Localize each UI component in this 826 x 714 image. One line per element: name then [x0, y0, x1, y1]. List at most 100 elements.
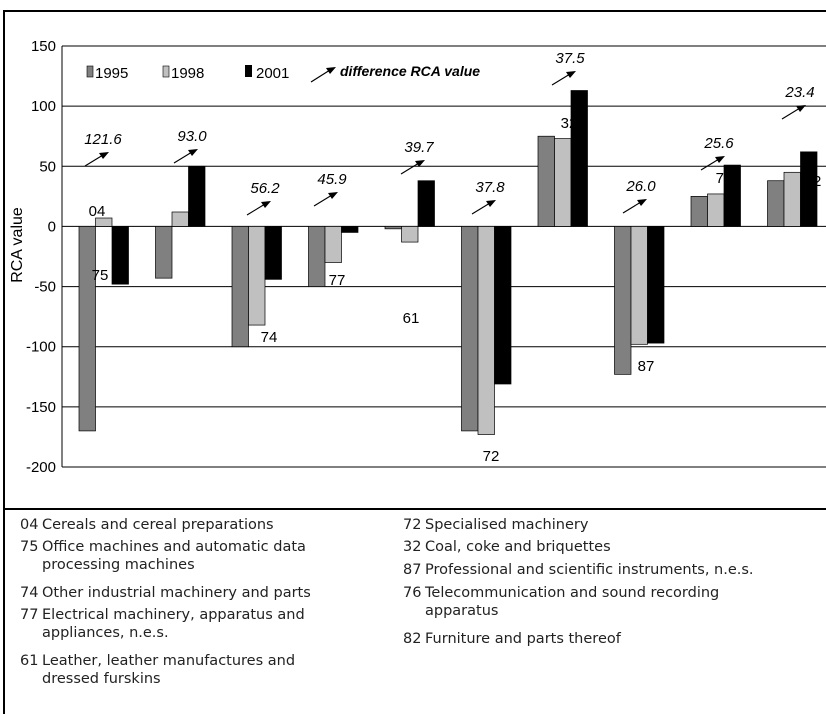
note-75: 75 Office machines and automatic data proc… — [20, 538, 306, 574]
note-code: 75 — [20, 539, 39, 555]
note-77: 77 Electrical machinery, apparatus and app… — [20, 606, 305, 642]
bar-2001-77 — [341, 226, 359, 233]
legend-label-2001: 2001 — [256, 65, 289, 82]
y-tick-label: 50 — [39, 158, 56, 175]
difference-arrow-icon — [400, 160, 425, 175]
note-72: 72 Specialised machinery — [403, 516, 588, 534]
bar-2001-32 — [570, 90, 588, 227]
category-labels: 04 75 74 77 61 72 32 87 76 82 — [89, 115, 822, 465]
bar-2001-04 — [111, 226, 129, 285]
difference-label-75: 93.0 — [177, 128, 207, 145]
category-label-75: 75 — [92, 267, 109, 284]
note-description: Coal, coke and briquettes — [425, 538, 611, 556]
legend-label-1995: 1995 — [95, 65, 128, 82]
note-line: Other industrial machinery and parts — [42, 585, 311, 601]
note-line: Electrical machinery, apparatus and — [42, 607, 305, 623]
category-label-61: 61 — [403, 310, 420, 327]
y-axis-label: RCA value — [9, 207, 26, 283]
difference-labels: 121.6 93.0 56.2 45.9 39.7 37.8 37.5 26.0 25.6 23.… — [84, 50, 815, 216]
legend: 1995 1998 2001 difference RCA value — [86, 63, 480, 83]
bar-1995-87 — [614, 226, 632, 375]
difference-label-74: 56.2 — [250, 180, 280, 197]
difference-label-82: 23.4 — [784, 84, 814, 101]
difference-arrow-icon — [84, 152, 109, 167]
note-description: Telecommunication and sound recording app… — [425, 584, 719, 620]
bar-1995-61 — [384, 226, 402, 230]
bar-1998-82 — [783, 171, 801, 227]
bar-1995-74 — [231, 226, 249, 348]
note-code: 82 — [403, 631, 422, 647]
bar-1995-32 — [537, 135, 555, 227]
note-line: Furniture and parts thereof — [425, 631, 621, 647]
bar-2001-76 — [723, 164, 741, 227]
chart-frame — [3, 10, 826, 510]
note-code: 04 — [20, 517, 39, 533]
difference-label-87: 26.0 — [625, 178, 656, 195]
note-line: dressed furskins — [42, 671, 161, 687]
note-line: Leather, leather manufactures and — [42, 653, 296, 669]
note-code: 61 — [20, 653, 39, 669]
y-tick-label: 0 — [48, 218, 56, 235]
difference-label-32: 37.5 — [555, 50, 585, 67]
bar-2001-87 — [647, 226, 665, 344]
note-line: apparatus — [425, 603, 499, 619]
bar-1995-72 — [461, 226, 479, 432]
bar-1995-04 — [78, 226, 96, 432]
note-description: Specialised machinery — [425, 516, 588, 534]
note-82: 82 Furniture and parts thereof — [403, 630, 621, 648]
difference-arrow-icon — [622, 199, 647, 214]
note-line: Telecommunication and sound recording — [425, 585, 720, 601]
gridlines — [61, 45, 826, 468]
note-code: 74 — [20, 585, 39, 601]
bar-1998-77 — [324, 226, 342, 263]
note-description: Leather, leather manufactures and dressed… — [42, 652, 295, 688]
note-61: 61 Leather, leather manufactures and dress… — [20, 652, 295, 688]
y-tick-labels: 150 100 50 0 -50 -100 -150 -200 — [26, 38, 56, 476]
bar-1995-82 — [767, 180, 785, 227]
bar-2001-75 — [188, 165, 206, 227]
rca-bar-chart: RCA value 150 100 50 0 -50 -100 -150 -200 04 75 7… — [9, 38, 826, 476]
note-code: 32 — [403, 539, 422, 555]
note-code: 77 — [20, 607, 39, 623]
category-label-32: 32 — [561, 115, 578, 132]
note-code: 87 — [403, 562, 422, 578]
category-label-76: 76 — [716, 170, 733, 187]
note-description: Office machines and automatic data proces… — [42, 538, 306, 574]
note-76: 76 Telecommunication and sound recording a… — [403, 584, 719, 620]
note-87: 87 Professional and scientific instrument… — [403, 561, 754, 579]
difference-label-61: 39.7 — [404, 139, 434, 156]
note-description: Furniture and parts thereof — [425, 630, 621, 648]
legend-swatch-1998 — [162, 65, 170, 78]
legend-swatch-2001 — [245, 65, 252, 77]
difference-arrow-icon — [551, 71, 576, 86]
bar-2001-61 — [417, 180, 435, 227]
bar-1998-04 — [95, 217, 113, 227]
legend-label-1998: 1998 — [171, 65, 204, 82]
note-32: 32 Coal, coke and briquettes — [403, 538, 611, 556]
category-label-04: 04 — [89, 203, 106, 220]
difference-arrow-icon — [471, 200, 496, 215]
difference-arrow-icon — [781, 105, 806, 120]
difference-label-04: 121.6 — [84, 131, 122, 148]
note-04: 04 Cereals and cereal preparations — [20, 516, 274, 534]
note-74: 74 Other industrial machinery and parts — [20, 584, 311, 602]
bar-1998-32 — [554, 138, 572, 227]
legend-arrow-label: difference RCA value — [340, 63, 480, 79]
category-label-82: 82 — [805, 173, 822, 190]
category-label-87: 87 — [638, 358, 655, 375]
bar-1998-72 — [477, 226, 495, 435]
bar-1998-87 — [630, 226, 648, 345]
y-tick-label: -200 — [26, 459, 56, 476]
y-tick-label: -100 — [26, 339, 56, 356]
note-description: Cereals and cereal preparations — [42, 516, 274, 534]
bar-2001-72 — [494, 226, 512, 385]
difference-arrow-icon — [313, 192, 338, 207]
note-description: Other industrial machinery and parts — [42, 584, 311, 602]
note-line: processing machines — [42, 557, 195, 573]
legend-swatch-1995 — [86, 65, 94, 78]
note-line: Specialised machinery — [425, 517, 589, 533]
note-line: Office machines and automatic data — [42, 539, 306, 555]
difference-arrow-icon — [700, 156, 725, 171]
note-description: Electrical machinery, apparatus and appli… — [42, 606, 305, 642]
bar-2001-74 — [264, 226, 282, 280]
